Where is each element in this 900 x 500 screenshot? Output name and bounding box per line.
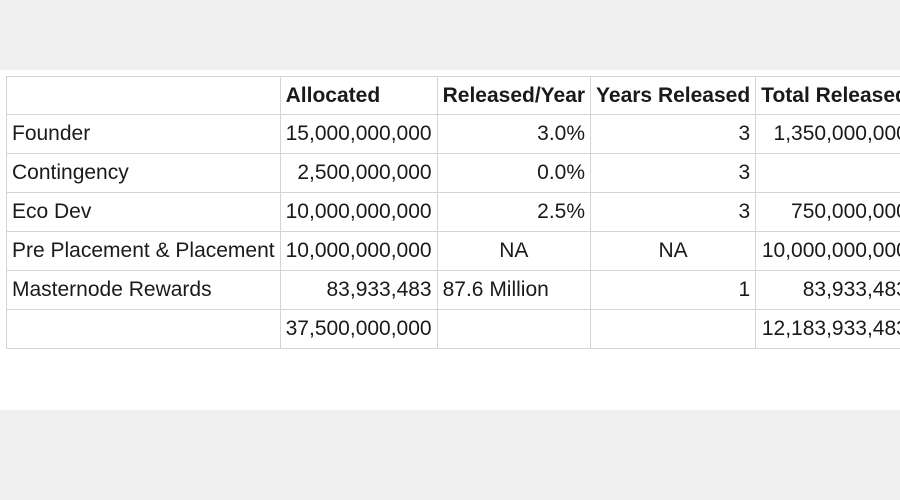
- allocated-cell: 2,500,000,000: [279, 153, 438, 193]
- released-per-year-cell: 3.0%: [436, 114, 592, 154]
- table-header-row: Allocated Released/Year Years Released T…: [6, 76, 900, 115]
- table-row: Pre Placement & Placement 10,000,000,000…: [6, 231, 900, 271]
- total-released-cell: 83,933,483: [755, 270, 900, 310]
- table-row: Contingency 2,500,000,000 0.0% 3 -: [6, 153, 900, 193]
- totals-released-per-year-cell: [436, 309, 592, 349]
- allocated-cell: 10,000,000,000: [279, 192, 438, 232]
- header-released-per-year: Released/Year: [436, 76, 592, 115]
- totals-label: [6, 309, 281, 349]
- header-total-released: Total Released: [755, 76, 900, 115]
- years-released-cell: 3: [590, 153, 757, 193]
- allocated-cell: 83,933,483: [279, 270, 438, 310]
- table-row: Masternode Rewards 83,933,483 87.6 Milli…: [6, 270, 900, 310]
- allocated-cell: 10,000,000,000: [279, 231, 438, 271]
- released-per-year-cell: 2.5%: [436, 192, 592, 232]
- table-row: Founder 15,000,000,000 3.0% 3 1,350,000,…: [6, 114, 900, 154]
- years-released-cell: 3: [590, 114, 757, 154]
- years-released-cell: 3: [590, 192, 757, 232]
- years-released-cell: 1: [590, 270, 757, 310]
- header-allocated: Allocated: [279, 76, 438, 115]
- total-released-cell: -: [755, 153, 900, 193]
- row-label: Masternode Rewards: [6, 270, 281, 310]
- row-label: Contingency: [6, 153, 281, 193]
- total-allocated-cell: 37,500,000,000: [279, 309, 438, 349]
- table-row: Eco Dev 10,000,000,000 2.5% 3 750,000,00…: [6, 192, 900, 232]
- totals-row: 37,500,000,000 12,183,933,483: [6, 309, 900, 349]
- header-years-released: Years Released: [590, 76, 757, 115]
- row-label: Founder: [6, 114, 281, 154]
- total-released-cell: 750,000,000: [755, 192, 900, 232]
- row-label: Eco Dev: [6, 192, 281, 232]
- token-allocation-table: Allocated Released/Year Years Released T…: [6, 76, 900, 349]
- released-per-year-cell: 0.0%: [436, 153, 592, 193]
- row-label: Pre Placement & Placement: [6, 231, 281, 271]
- total-released-cell: 10,000,000,000: [755, 231, 900, 271]
- released-per-year-cell: 87.6 Million: [436, 270, 592, 310]
- total-released-cell: 1,350,000,000: [755, 114, 900, 154]
- allocated-cell: 15,000,000,000: [279, 114, 438, 154]
- released-per-year-cell: NA: [436, 231, 592, 271]
- header-cell-empty: [6, 76, 281, 115]
- totals-years-released-cell: [590, 309, 757, 349]
- grand-total-released-cell: 12,183,933,483: [755, 309, 900, 349]
- years-released-cell: NA: [590, 231, 757, 271]
